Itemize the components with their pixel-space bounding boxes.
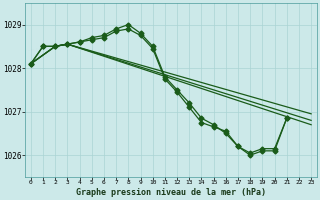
- X-axis label: Graphe pression niveau de la mer (hPa): Graphe pression niveau de la mer (hPa): [76, 188, 266, 197]
